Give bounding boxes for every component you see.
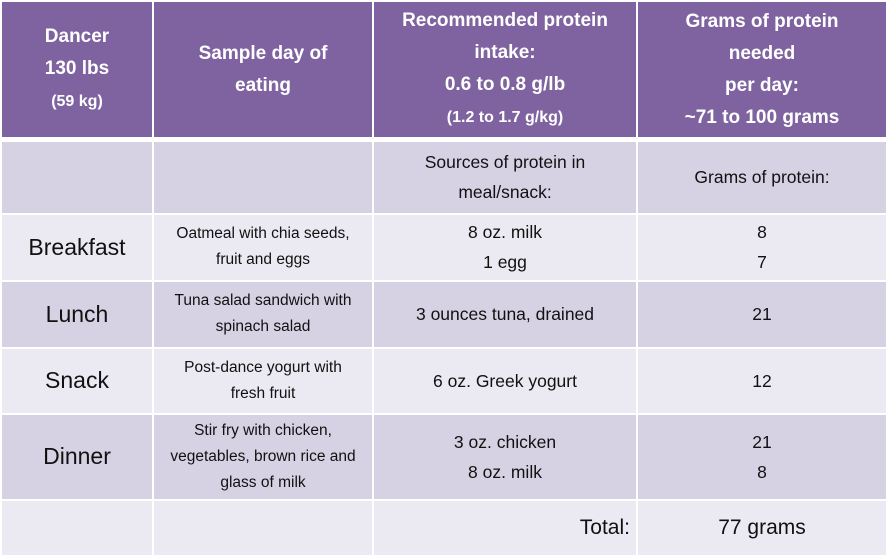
header-recommended-intake: Recommended protein intake: 0.6 to 0.8 g/l… — [372, 0, 638, 142]
table-row: Dinner Stir fry with chicken, vegetables,… — [0, 412, 886, 501]
grams-label: Grams of protein: — [636, 138, 886, 215]
sources-label: Sources of protein in meal/snack: — [372, 138, 638, 215]
meal-sources: 8 oz. milk 1 egg — [372, 212, 638, 282]
header-row: Dancer 130 lbs (59 kg) Sample day of eating… — [0, 0, 886, 142]
meal-grams: 21 8 — [636, 412, 886, 501]
total-label: Total: — [372, 498, 638, 557]
meal-grams: 21 — [636, 279, 886, 349]
meal-grams: 12 — [636, 346, 886, 415]
header-sample-day: Sample day of eating — [152, 0, 374, 142]
meal-desc: Oatmeal with chia seeds, fruit and eggs — [152, 212, 374, 282]
meal-sources: 3 ounces tuna, drained — [372, 279, 638, 349]
meal-sources: 3 oz. chicken 8 oz. milk — [372, 412, 638, 501]
meal-desc: Stir fry with chicken, vegetables, brown … — [152, 412, 374, 501]
meal-name: Dinner — [0, 412, 154, 501]
meal-name: Breakfast — [0, 212, 154, 282]
meal-name: Snack — [0, 346, 154, 415]
total-value: 77 grams — [636, 498, 886, 557]
subheader-row: Sources of protein in meal/snack: Grams o… — [0, 138, 886, 215]
meal-desc: Tuna salad sandwich with spinach salad — [152, 279, 374, 349]
header-grams-needed: Grams of protein needed per day: ~71 to 100… — [636, 0, 886, 142]
header-dancer: Dancer 130 lbs (59 kg) — [0, 0, 154, 142]
meal-desc: Post-dance yogurt with fresh fruit — [152, 346, 374, 415]
table-row: Lunch Tuna salad sandwich with spinach sa… — [0, 279, 886, 349]
table-row: Snack Post-dance yogurt with fresh fruit … — [0, 346, 886, 415]
meal-name: Lunch — [0, 279, 154, 349]
meal-sources: 6 oz. Greek yogurt — [372, 346, 638, 415]
table-row: Breakfast Oatmeal with chia seeds, fruit … — [0, 212, 886, 282]
total-row: Total: 77 grams — [0, 498, 886, 557]
